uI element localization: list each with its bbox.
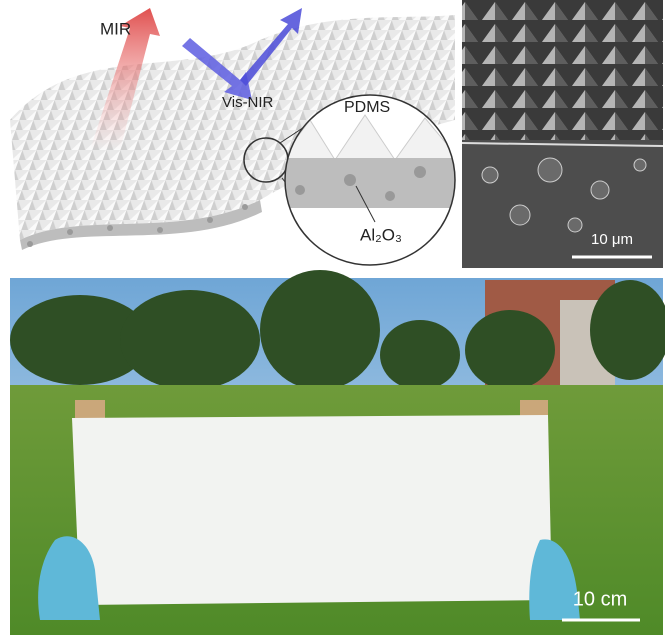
photo-scale-label: 10 cm	[573, 588, 627, 610]
photo-panel: 10 cm	[10, 270, 665, 635]
sem-scale-label: 10 μm	[591, 231, 633, 248]
sem-panel: 10 μm	[462, 0, 663, 268]
figure: MIR Vis-NIR PDMS Al₂O₃ 10 μm 1	[0, 0, 665, 635]
schematic-panel: MIR Vis-NIR PDMS Al₂O₃	[0, 0, 460, 270]
mir-label: MIR	[100, 19, 131, 38]
pdms-label: PDMS	[344, 99, 390, 116]
al2o3-label: Al₂O₃	[360, 225, 402, 244]
vis-nir-label: Vis-NIR	[222, 94, 274, 111]
